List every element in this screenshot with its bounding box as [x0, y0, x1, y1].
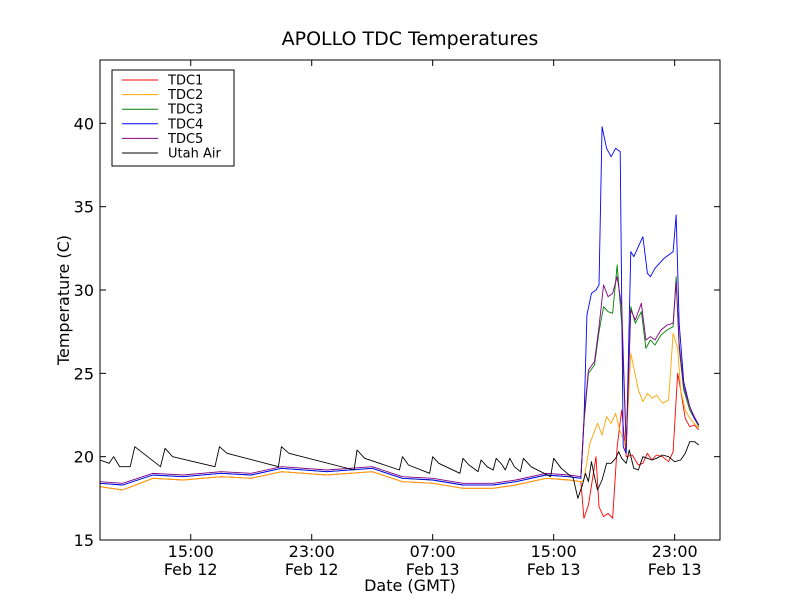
x-tick-label-time: 15:00 [531, 542, 577, 561]
legend-box [111, 69, 235, 167]
series-line-tdc2 [100, 332, 700, 491]
series-layer [100, 126, 700, 519]
y-tick-label: 25 [74, 364, 94, 383]
x-tick-label-time: 15:00 [168, 542, 214, 561]
chart-title: APOLLO TDC Temperatures [282, 28, 539, 50]
plot-frame [99, 59, 721, 541]
x-tick-label-time: 23:00 [652, 542, 698, 561]
y-axis: 15 20 25 30 35 40 [74, 114, 720, 550]
x-axis-label: Date (GMT) [364, 576, 456, 595]
series-line-tdc4 [100, 126, 700, 486]
x-tick-label-date: Feb 12 [164, 560, 218, 579]
y-tick-label: 20 [74, 448, 94, 467]
legend-label-tdc5: TDC5 [167, 132, 203, 147]
x-tick-label-time: 07:00 [410, 542, 456, 561]
legend-label-tdc1: TDC1 [167, 74, 203, 89]
y-tick-label: 15 [74, 531, 94, 550]
series-line-tdc5 [100, 276, 700, 484]
legend-label-tdc2: TDC2 [167, 88, 203, 103]
legend-label-tdc3: TDC3 [167, 103, 203, 118]
x-tick-label-date: Feb 13 [406, 560, 460, 579]
x-tick-label-time: 23:00 [289, 542, 335, 561]
y-tick-label: 35 [74, 198, 94, 217]
legend-label-utah-air: Utah Air [168, 147, 221, 162]
y-tick-label: 40 [74, 114, 94, 133]
y-axis-label: Temperature (C) [54, 235, 73, 366]
y-tick-label: 30 [74, 281, 94, 300]
x-tick-label-date: Feb 13 [648, 560, 702, 579]
x-tick-label-date: Feb 13 [527, 560, 581, 579]
legend-label-tdc4: TDC4 [167, 117, 203, 132]
series-line-utah-air [100, 441, 700, 499]
x-tick-label-date: Feb 12 [285, 560, 339, 579]
